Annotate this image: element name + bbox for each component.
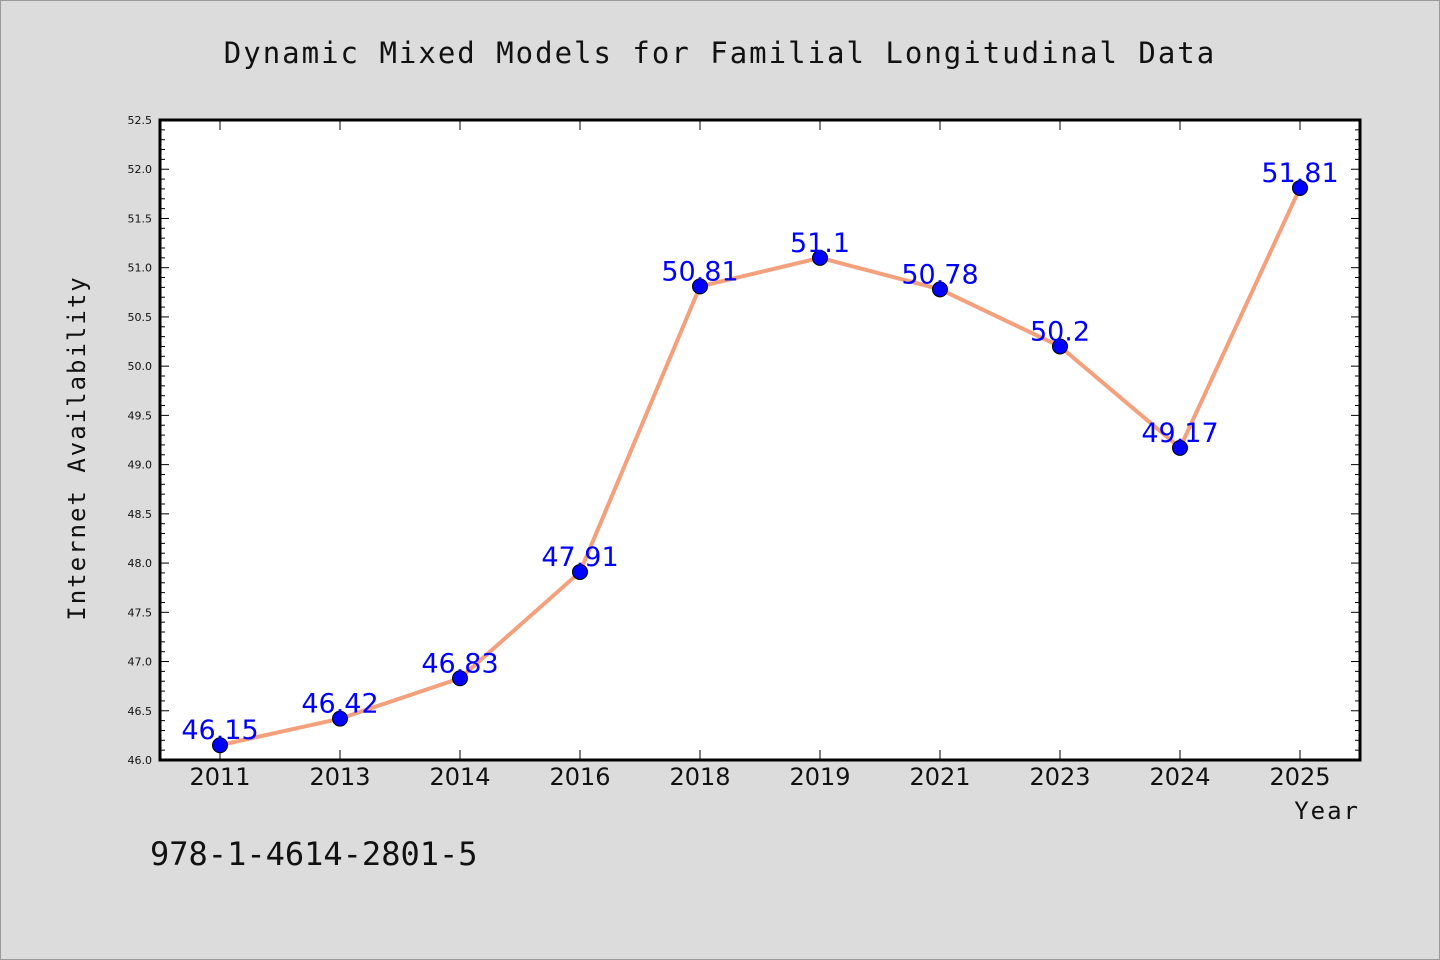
x-tick-label: 2025 bbox=[1269, 763, 1330, 791]
data-label: 46.15 bbox=[181, 715, 258, 746]
data-label: 50.2 bbox=[1030, 316, 1090, 347]
data-point bbox=[1172, 439, 1188, 456]
x-tick-label: 2024 bbox=[1149, 763, 1210, 791]
x-tick-label: 2023 bbox=[1029, 763, 1090, 791]
x-tick-label: 2021 bbox=[909, 763, 970, 791]
y-tick-label: 48.5 bbox=[128, 508, 153, 521]
footnote-isbn: 978-1-4614-2801-5 bbox=[150, 835, 478, 873]
y-axis: 46.0 46.5 47.0 47.5 48.0 48.5 49.0 49.5 50.0 50.5… bbox=[128, 114, 1360, 767]
x-tick-label: 2019 bbox=[789, 763, 850, 791]
x-tick-label: 2016 bbox=[549, 763, 610, 791]
data-label: 49.17 bbox=[1141, 418, 1218, 449]
x-tick-label: 2018 bbox=[669, 763, 730, 791]
series-layer: 46.15 46.42 46.83 47.91 50.81 51.1 50.78 50.2 49… bbox=[181, 158, 1339, 754]
data-point bbox=[812, 249, 828, 266]
data-point bbox=[452, 670, 468, 687]
data-point bbox=[932, 281, 948, 298]
y-tick-label: 47.0 bbox=[128, 656, 153, 669]
y-tick-label: 47.5 bbox=[128, 606, 153, 619]
data-label: 46.83 bbox=[421, 648, 498, 679]
y-tick-label: 48.0 bbox=[128, 557, 153, 570]
y-axis-title: Internet Availability bbox=[63, 275, 91, 620]
data-point bbox=[1052, 338, 1068, 355]
y-tick-label: 49.5 bbox=[128, 409, 153, 422]
data-point bbox=[572, 563, 588, 580]
y-tick-label: 46.5 bbox=[128, 705, 153, 718]
data-label: 46.42 bbox=[301, 689, 378, 720]
data-label: 50.81 bbox=[661, 256, 738, 287]
y-tick-label: 50.5 bbox=[128, 311, 153, 324]
data-label: 47.91 bbox=[541, 542, 618, 573]
y-tick-label: 51.5 bbox=[128, 212, 153, 225]
y-tick-label: 52.0 bbox=[128, 163, 153, 176]
series-line bbox=[218, 185, 1302, 748]
y-tick-label: 52.5 bbox=[128, 114, 153, 127]
x-tick-label: 2014 bbox=[429, 763, 490, 791]
chart-title: Dynamic Mixed Models for Familial Longit… bbox=[224, 36, 1216, 70]
y-tick-label: 51.0 bbox=[128, 262, 153, 275]
y-tick-label: 46.0 bbox=[128, 754, 153, 767]
y-tick-label: 49.0 bbox=[128, 459, 153, 472]
y-tick-label: 50.0 bbox=[128, 360, 153, 373]
x-axis: 2011 2013 2014 2016 2018 2019 2021 2023 2024 2025 bbox=[189, 120, 1331, 791]
data-point bbox=[1292, 179, 1308, 196]
plot-area bbox=[158, 118, 1362, 762]
x-axis-title: Year bbox=[1294, 797, 1360, 825]
data-point bbox=[692, 278, 708, 295]
data-point bbox=[212, 737, 228, 754]
data-point bbox=[332, 710, 348, 727]
x-tick-label: 2013 bbox=[309, 763, 370, 791]
data-label: 51.1 bbox=[790, 228, 850, 259]
data-label: 51.81 bbox=[1261, 158, 1338, 189]
data-label: 50.78 bbox=[901, 259, 978, 290]
x-tick-label: 2011 bbox=[189, 763, 250, 791]
